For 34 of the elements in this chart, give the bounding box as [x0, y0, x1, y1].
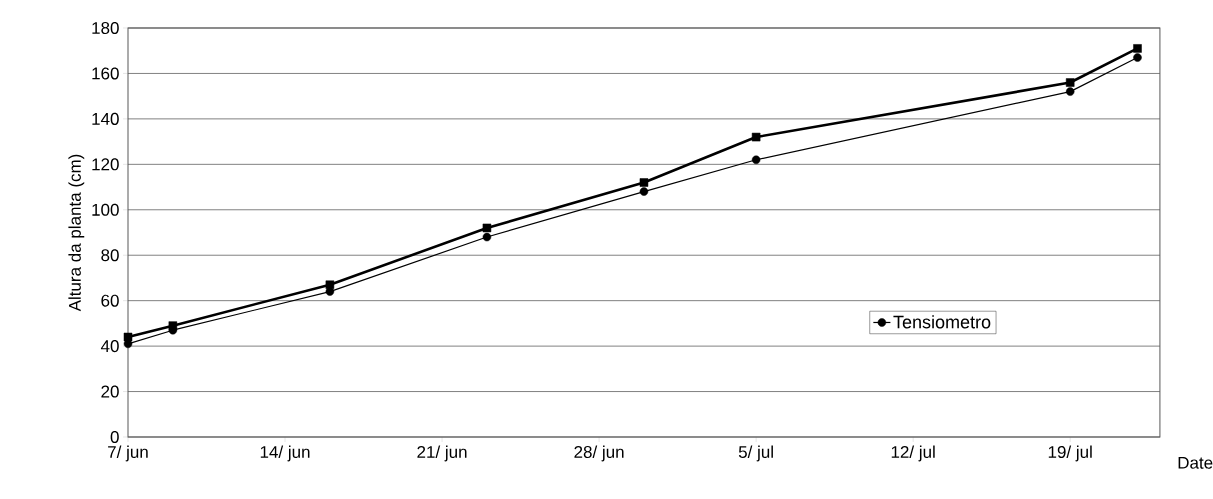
y-tick-label: 100 [92, 203, 119, 216]
point [751, 155, 761, 165]
y-tick-label: 120 [92, 158, 119, 171]
point [482, 223, 492, 233]
x-tick-label: 12/ jul [891, 445, 935, 462]
x-tick-label: 14/ jun [260, 445, 310, 462]
x-tick-label: 7/ jun [108, 445, 148, 462]
y-tick-label: 0 [110, 430, 119, 444]
point [1065, 87, 1075, 96]
y-tick-label: 60 [101, 294, 119, 307]
point [168, 321, 178, 330]
point [325, 280, 335, 290]
point [482, 232, 492, 242]
x-tick-label: 19/ jul [1048, 445, 1092, 462]
y-tick-label: 20 [101, 385, 119, 398]
x-tick-label: 28/ jun [574, 445, 624, 462]
point [1133, 44, 1142, 53]
point [639, 187, 649, 196]
x-tick-label: 21/ jun [417, 445, 467, 462]
point [1133, 53, 1142, 62]
y-tick-label: 180 [92, 21, 119, 35]
y-tick-label: 80 [101, 249, 119, 262]
point [123, 332, 133, 342]
point [639, 178, 649, 187]
x-tick-label: 5/ jul [738, 445, 773, 462]
y-tick-label: 140 [92, 112, 119, 125]
point [1065, 78, 1075, 87]
legend-label: Tensiometro [893, 315, 991, 329]
y-tick-label: 160 [92, 67, 119, 80]
point [751, 132, 761, 142]
point [325, 287, 335, 296]
y-tick-label: 40 [100, 340, 119, 353]
x-axis-title: Date [1178, 456, 1213, 469]
y-axis-title: Altura da planta (cm) [68, 154, 85, 312]
